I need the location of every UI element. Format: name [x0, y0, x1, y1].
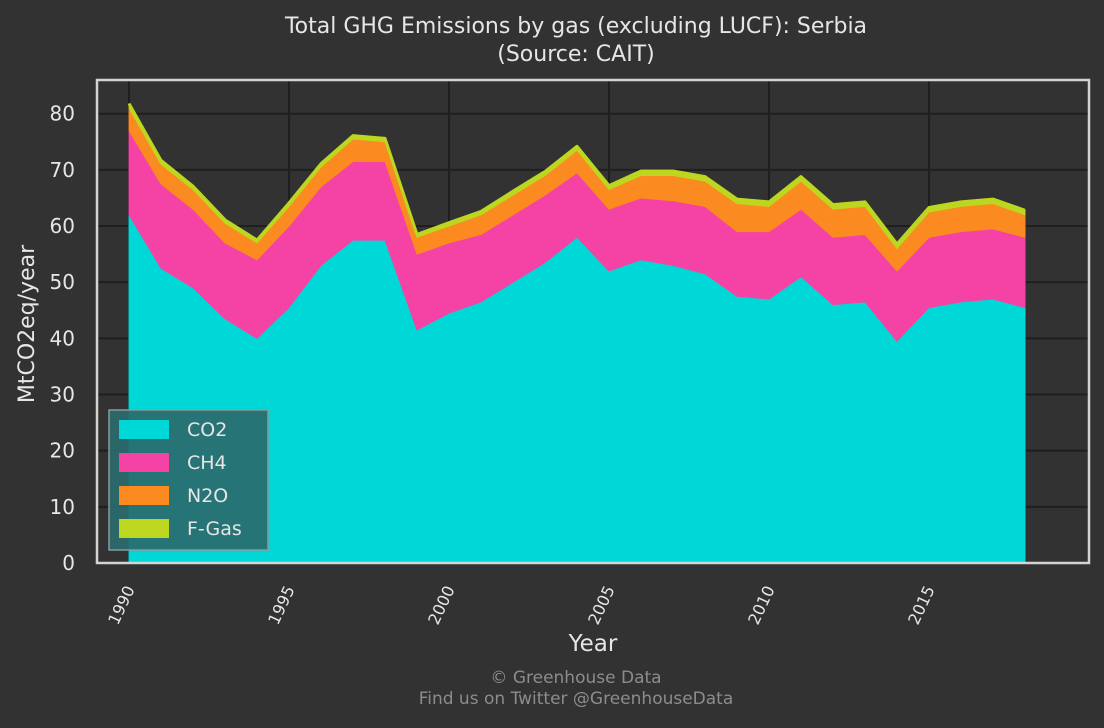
- y-tick-label-70: 70: [50, 158, 75, 182]
- y-tick-label-40: 40: [50, 326, 75, 350]
- x-tick-label-2000: 2000: [424, 583, 458, 628]
- x-tick-label-1990: 1990: [104, 583, 138, 628]
- y-tick-label-10: 10: [50, 495, 75, 519]
- legend-items: CO2 CH4 N2O F-Gas: [119, 419, 242, 540]
- y-tick-label-20: 20: [50, 439, 75, 463]
- x-tick-label-2015: 2015: [904, 583, 938, 628]
- y-tick-label-50: 50: [50, 270, 75, 294]
- plot-frame: [95, 78, 1091, 565]
- legend-label-co2: CO2: [187, 419, 227, 441]
- area-layer: [127, 102, 1026, 564]
- footer-twitter: Find us on Twitter @GreenhouseData: [419, 689, 734, 709]
- y-tick-labels: 0 10 20 30 40 50 60 70 80: [50, 102, 75, 575]
- legend-swatch-ch4: [119, 453, 169, 472]
- y-tick-label-0: 0: [62, 551, 75, 575]
- x-tick-label-2005: 2005: [584, 583, 618, 628]
- legend-label-f-gas: F-Gas: [187, 518, 242, 540]
- legend: CO2 CH4 N2O F-Gas: [108, 409, 269, 551]
- y-tick-label-80: 80: [50, 102, 75, 126]
- x-tick-labels: 1990 1995 2000 2005 2010 2015: [104, 583, 938, 628]
- y-tick-label-60: 60: [50, 214, 75, 238]
- legend-label-ch4: CH4: [187, 452, 227, 474]
- legend-swatch-n2o: [119, 486, 169, 505]
- area-top-edge: [127, 102, 1026, 246]
- chart-title: Total GHG Emissions by gas (excluding LU…: [284, 14, 867, 39]
- legend-swatch-co2: [119, 420, 169, 439]
- x-axis-label: Year: [568, 631, 618, 657]
- footer-credit: © Greenhouse Data: [490, 668, 661, 688]
- chart-subtitle: (Source: CAIT): [497, 42, 654, 67]
- legend-label-n2o: N2O: [187, 485, 228, 507]
- legend-swatch-f-gas: [119, 519, 169, 538]
- x-tick-label-1995: 1995: [264, 583, 298, 628]
- y-tick-label-30: 30: [50, 383, 75, 407]
- x-tick-label-2010: 2010: [744, 583, 778, 628]
- y-axis-label: MtCO2eq/year: [15, 244, 40, 403]
